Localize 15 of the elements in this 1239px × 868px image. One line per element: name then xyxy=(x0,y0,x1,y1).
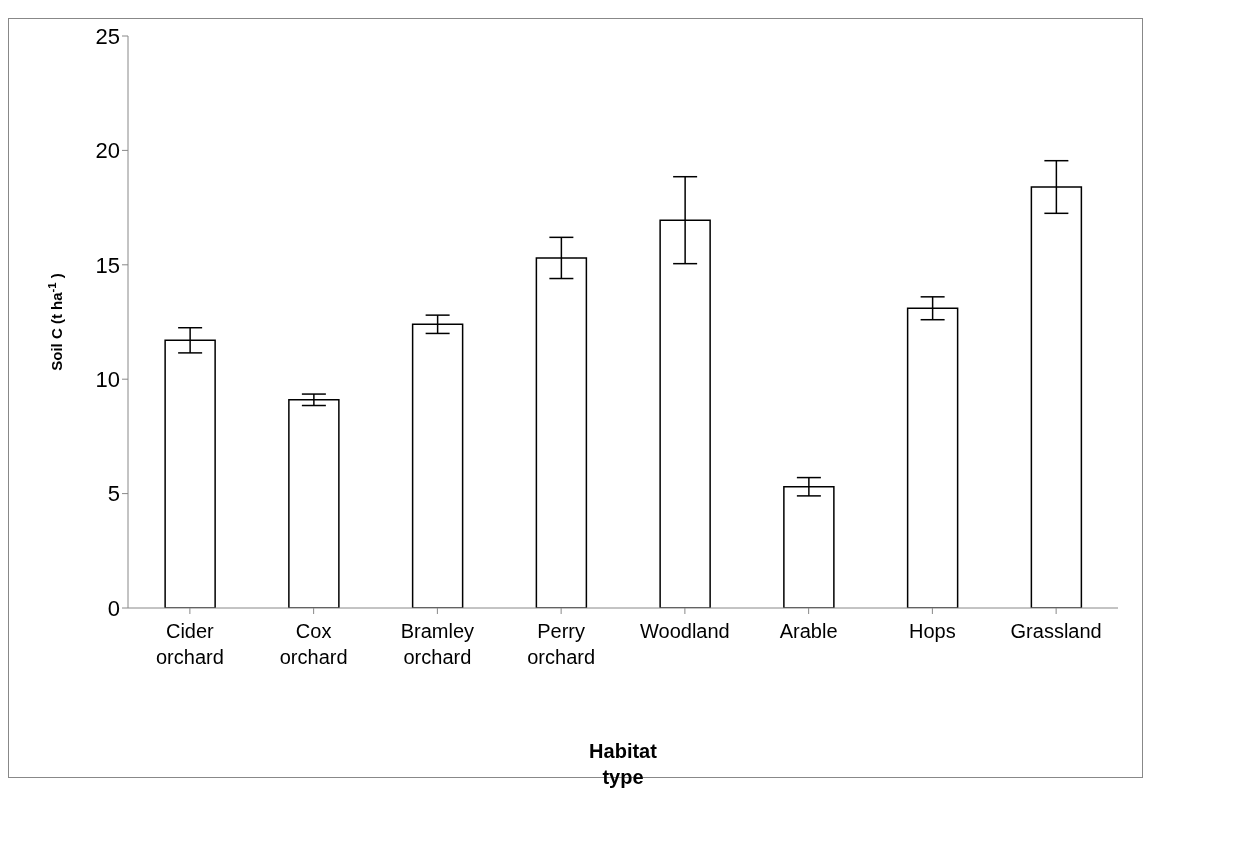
x-tick-label: Arable xyxy=(779,620,838,642)
x-tick-label: Cox orchard xyxy=(279,620,348,668)
x-tick-label: Woodland xyxy=(640,620,730,642)
y-tick-label: 20 xyxy=(95,138,120,164)
y-tick-label: 0 xyxy=(107,595,120,621)
x-tick-label: Hops xyxy=(909,620,956,642)
y-tick-label: 10 xyxy=(95,367,120,393)
y-tick-label: 25 xyxy=(95,23,120,49)
x-tick-label: Bramley orchard xyxy=(400,620,475,668)
x-tick-label: Perry orchard xyxy=(527,620,596,668)
x-axis-title: Habitat type xyxy=(589,740,658,788)
x-tick-label: Cider orchard xyxy=(155,620,224,668)
y-tick-label: 15 xyxy=(95,252,120,278)
x-tick-label: Grassland xyxy=(1010,620,1102,642)
y-tick-label: 5 xyxy=(107,481,120,507)
